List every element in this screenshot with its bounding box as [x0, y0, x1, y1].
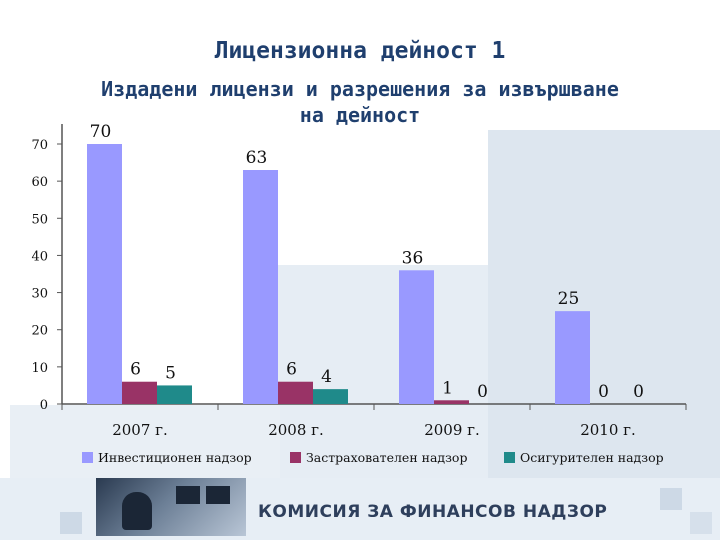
y-tick-label: 10: [31, 361, 48, 376]
data-label: 1: [442, 378, 453, 398]
y-tick-label: 60: [31, 175, 48, 190]
y-tick-label: 20: [31, 324, 48, 339]
footer-organization-name: КОМИСИЯ ЗА ФИНАНСОВ НАДЗОР: [258, 502, 608, 522]
bar: [243, 170, 278, 404]
y-tick-label: 30: [31, 287, 48, 302]
data-label: 36: [402, 248, 424, 268]
footer-photo: [96, 478, 246, 536]
page-subtitle: Издадени лицензи и разрешения за извършв…: [0, 76, 720, 128]
background-panel-left: [10, 405, 280, 480]
data-label: 6: [130, 360, 141, 380]
legend-swatch: [82, 452, 93, 463]
footer-photo-person: [122, 492, 152, 530]
subtitle-line-1: Издадени лицензи и разрешения за извършв…: [101, 77, 619, 101]
legend-label: Инвестиционен надзор: [98, 450, 252, 465]
page-title: Лицензионна дейност 1: [214, 38, 506, 64]
data-label: 63: [246, 148, 268, 168]
bar: [434, 400, 469, 404]
bar: [122, 381, 157, 404]
background-footer-square-3: [690, 512, 712, 534]
bar: [555, 311, 590, 404]
footer-photo-monitor-1: [176, 486, 200, 504]
data-label: 6: [286, 360, 297, 380]
bar: [313, 389, 348, 404]
x-tick-label: 2010 г.: [580, 421, 636, 439]
bar: [157, 385, 192, 404]
y-tick-label: 70: [31, 138, 48, 153]
data-label: 0: [598, 382, 609, 402]
background-footer-square-1: [60, 512, 82, 534]
data-label: 4: [321, 367, 332, 387]
y-tick-label: 0: [40, 398, 48, 413]
x-tick-label: 2007 г.: [112, 421, 168, 439]
data-label: 25: [558, 289, 580, 309]
subtitle-line-2: на дейност: [299, 103, 421, 127]
y-tick-label: 50: [31, 212, 48, 227]
footer-photo-monitor-2: [206, 486, 230, 504]
bar: [278, 381, 313, 404]
data-label: 70: [90, 122, 112, 142]
x-tick-label: 2008 г.: [268, 421, 324, 439]
legend-swatch: [504, 452, 515, 463]
legend-label: Застрахователен надзор: [306, 450, 467, 465]
x-tick-label: 2009 г.: [424, 421, 480, 439]
background-panel-right: [488, 130, 720, 500]
data-label: 0: [633, 382, 644, 402]
background-footer-square-2: [660, 488, 682, 510]
data-label: 0: [477, 382, 488, 402]
y-tick-label: 40: [31, 249, 48, 264]
legend-label: Осигурителен надзор: [520, 450, 664, 465]
bar: [399, 270, 434, 404]
legend-swatch: [290, 452, 301, 463]
bar: [87, 144, 122, 404]
data-label: 5: [165, 363, 176, 383]
